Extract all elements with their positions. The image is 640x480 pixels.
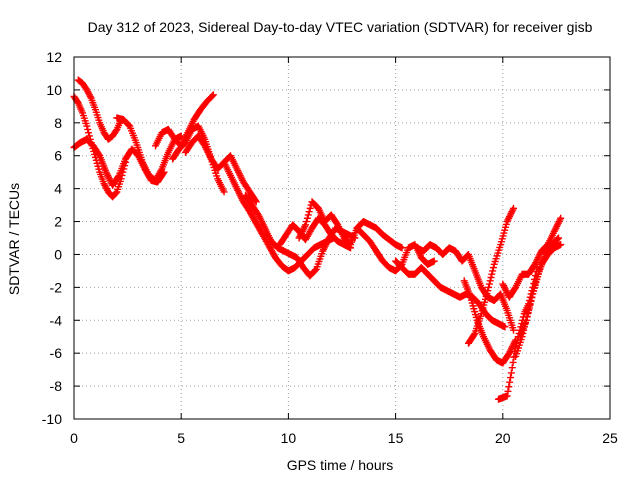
data-point	[522, 316, 530, 324]
data-point	[302, 221, 310, 229]
y-tick-label: 0	[54, 246, 62, 262]
data-point	[521, 320, 529, 328]
series-sat-d	[113, 114, 185, 184]
x-tick-label: 10	[281, 430, 297, 446]
y-tick-label: 12	[46, 49, 62, 65]
data-point	[303, 214, 311, 222]
x-tick-label: 0	[70, 430, 78, 446]
data-point	[507, 369, 515, 377]
data-point	[524, 310, 532, 318]
data-point	[430, 257, 438, 265]
data-point	[555, 234, 563, 242]
series-sat-l	[353, 224, 438, 275]
x-tick-label: 15	[388, 430, 404, 446]
data-point	[306, 204, 314, 212]
y-tick-label: -4	[50, 312, 63, 328]
data-point	[251, 197, 259, 205]
data-point	[557, 214, 565, 222]
data-point	[509, 358, 517, 366]
y-tick-label: 10	[46, 82, 62, 98]
y-axis-label: SDTVAR / TECUs	[6, 183, 22, 295]
data-point	[521, 323, 529, 331]
data-point	[85, 129, 93, 137]
data-point	[112, 189, 120, 197]
data-point	[518, 333, 526, 341]
data-point	[83, 122, 91, 130]
x-tick-label: 20	[495, 430, 511, 446]
x-axis-label: GPS time / hours	[287, 457, 394, 473]
series-sat-b	[74, 76, 125, 143]
data-point	[220, 188, 228, 196]
axis-ticks: -10 -8 -6 -4 -2 0 2 4 6 8 10 12 0 5 10 15 20 25	[42, 49, 618, 446]
data-point	[523, 313, 531, 321]
y-tick-label: 6	[54, 148, 62, 164]
data-point	[398, 244, 406, 252]
data-point	[510, 326, 518, 334]
data-point	[302, 218, 310, 226]
plot-frame	[73, 56, 611, 420]
series-sat-p	[464, 204, 518, 347]
data-point	[209, 91, 217, 99]
series-sat-o	[460, 277, 520, 367]
data-point	[489, 267, 497, 275]
y-tick-label: 2	[54, 214, 62, 230]
data-point	[484, 287, 492, 295]
data-point	[506, 378, 514, 386]
data-point	[525, 303, 533, 311]
y-tick-label: 4	[54, 181, 62, 197]
data-point	[527, 297, 535, 305]
data-point	[486, 277, 494, 285]
data-point	[519, 329, 527, 337]
data-point	[488, 270, 496, 278]
data-point	[470, 331, 478, 339]
data-points	[70, 76, 565, 403]
data-point	[489, 264, 497, 272]
data-point	[529, 287, 537, 295]
y-tick-label: -10	[42, 411, 62, 427]
grid	[74, 57, 610, 419]
data-point	[347, 244, 355, 252]
data-point	[530, 283, 538, 291]
data-point	[305, 208, 313, 216]
y-tick-label: -6	[50, 345, 63, 361]
data-point	[84, 125, 92, 133]
data-point	[505, 383, 513, 391]
data-point	[304, 211, 312, 219]
data-point	[526, 300, 534, 308]
x-tick-label: 5	[177, 430, 185, 446]
x-tick-label: 25	[602, 430, 618, 446]
series-sat-r	[499, 214, 565, 301]
data-point	[554, 235, 562, 243]
data-point	[510, 204, 518, 212]
data-point	[503, 392, 511, 400]
data-point	[507, 374, 515, 382]
series-sat-t	[512, 241, 565, 360]
data-point	[208, 92, 216, 100]
data-point	[487, 273, 495, 281]
data-point	[528, 293, 536, 301]
data-point	[252, 198, 260, 206]
data-point	[529, 290, 537, 298]
data-point	[501, 323, 509, 331]
data-point	[520, 326, 528, 334]
y-tick-label: -2	[50, 279, 63, 295]
data-point	[525, 306, 533, 314]
data-point	[508, 364, 516, 372]
data-point	[485, 280, 493, 288]
y-tick-label: -8	[50, 378, 63, 394]
data-point	[114, 173, 122, 181]
chart-title: Day 312 of 2023, Sidereal Day-to-day VTE…	[88, 19, 593, 35]
data-point	[485, 283, 493, 291]
series-sat-k	[276, 214, 355, 252]
y-tick-label: 8	[54, 115, 62, 131]
data-point	[557, 241, 565, 249]
data-point	[504, 387, 512, 395]
